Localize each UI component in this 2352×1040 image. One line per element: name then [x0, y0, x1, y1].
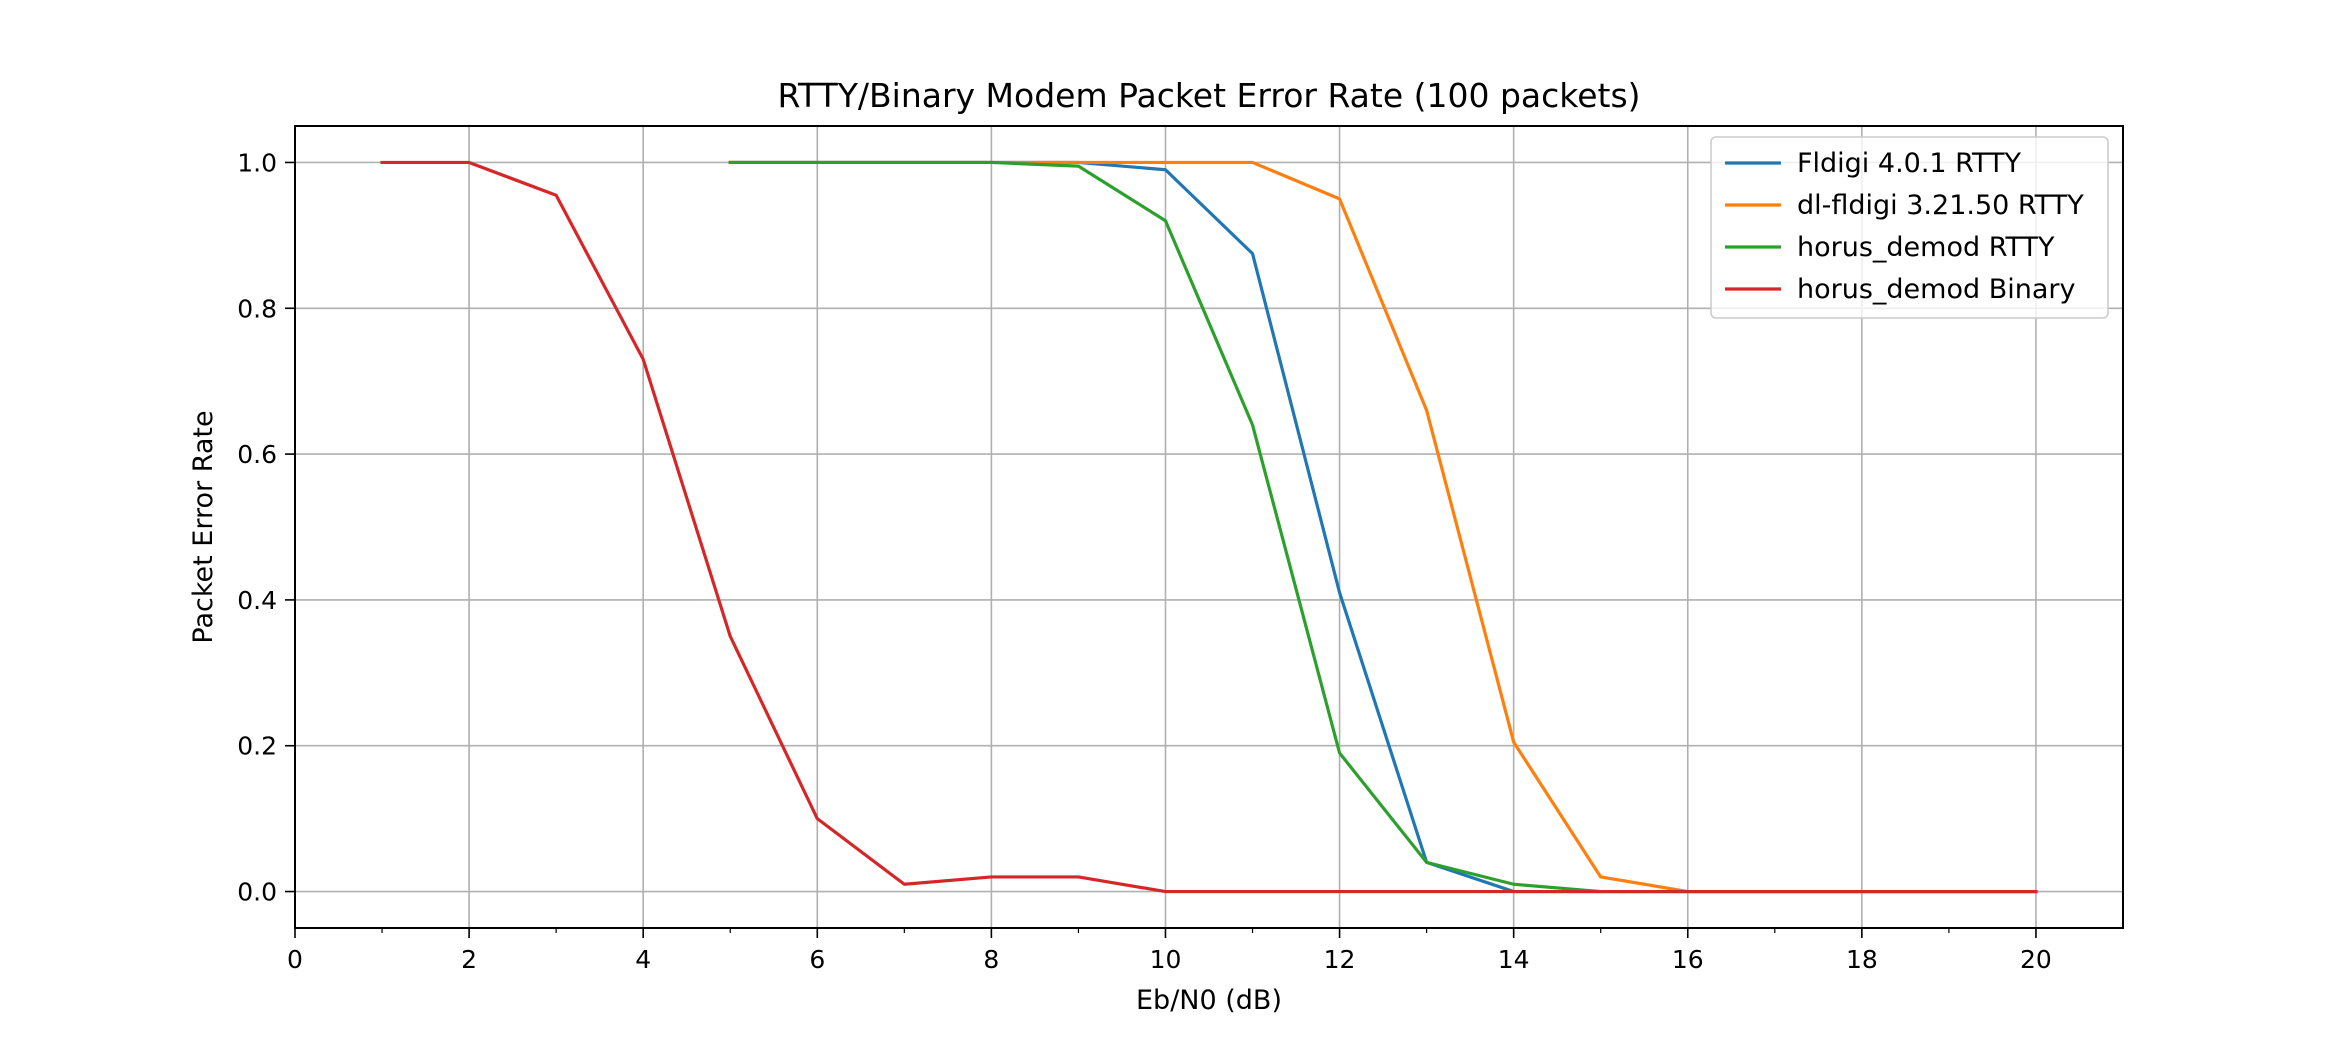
legend-label: Fldigi 4.0.1 RTTY — [1797, 148, 2021, 179]
x-tick-label: 16 — [1672, 945, 1704, 974]
x-axis-label: Eb/N0 (dB) — [1136, 985, 1282, 1016]
y-axis-label: Packet Error Rate — [188, 410, 219, 643]
legend-label: horus_demod RTTY — [1797, 232, 2055, 263]
legend-box — [1710, 136, 2109, 319]
x-tick-label: 12 — [1324, 945, 1356, 974]
x-tick-label: 2 — [461, 945, 477, 974]
x-tick-label: 6 — [809, 945, 825, 974]
x-tick-label: 20 — [2020, 945, 2052, 974]
y-tick-label: 0.2 — [237, 732, 277, 761]
legend: Fldigi 4.0.1 RTTY dl-fldigi 3.21.50 RTTY h… — [1710, 136, 2109, 319]
axis-ticks: 0 2 4 6 8 10 12 14 16 18 20 0.0 0.2 0.4 0.6 0.8 1.0 — [237, 148, 2052, 974]
series-line-4 — [380, 160, 2038, 894]
x-tick-label: 18 — [1846, 945, 1878, 974]
legend-label: horus_demod Binary — [1797, 274, 2075, 305]
y-tick-label: 0.6 — [237, 440, 277, 469]
x-tick-label: 8 — [983, 945, 999, 974]
series-layer — [380, 160, 2038, 894]
x-tick-label: 0 — [287, 945, 303, 974]
x-tick-label: 14 — [1498, 945, 1530, 974]
grid — [294, 126, 2123, 928]
y-tick-label: 0.4 — [237, 586, 277, 615]
y-tick-label: 0.0 — [237, 878, 277, 907]
x-tick-label: 10 — [1150, 945, 1182, 974]
legend-label: dl-fldigi 3.21.50 RTTY — [1797, 190, 2084, 221]
chart-title: RTTY/Binary Modem Packet Error Rate (100… — [777, 76, 1640, 115]
plot-frame — [294, 125, 2124, 929]
y-tick-label: 1.0 — [237, 148, 277, 177]
y-tick-label: 0.8 — [237, 294, 277, 323]
x-tick-label: 4 — [635, 945, 651, 974]
